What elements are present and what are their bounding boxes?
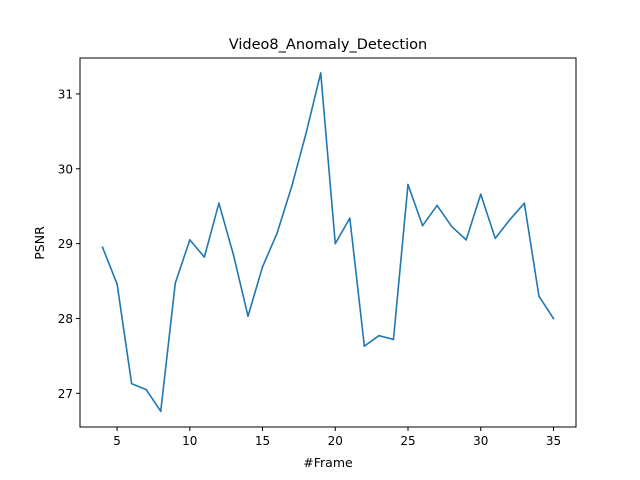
- data-point: [436, 204, 438, 207]
- y-tick-label: 29: [58, 237, 73, 251]
- data-point: [523, 202, 526, 204]
- data-point: [421, 224, 424, 227]
- x-tick-label: 10: [182, 434, 197, 448]
- data-point: [509, 218, 511, 221]
- x-axis-label: #Frame: [303, 455, 353, 470]
- x-tick-label: 20: [328, 434, 343, 448]
- data-point: [247, 315, 249, 318]
- data-point: [465, 239, 467, 241]
- data-point: [378, 334, 380, 337]
- data-point: [174, 282, 177, 285]
- series-line: [101, 72, 555, 413]
- data-point: [494, 237, 497, 240]
- data-point: [261, 266, 264, 268]
- y-tick-label: 31: [58, 87, 73, 101]
- data-point: [349, 217, 351, 219]
- x-tick-label: 35: [546, 434, 561, 448]
- data-point: [101, 246, 104, 249]
- data-point: [276, 232, 278, 234]
- data-point: [189, 239, 191, 241]
- y-tick-label: 30: [58, 162, 73, 176]
- series-layer: [101, 72, 555, 413]
- data-point: [538, 295, 540, 297]
- data-point: [319, 72, 322, 74]
- data-point: [450, 225, 453, 228]
- chart-title: Video8_Anomaly_Detection: [229, 37, 427, 53]
- x-tick-label: 5: [113, 434, 121, 448]
- x-tick-label: 25: [400, 434, 415, 448]
- y-axis-label: PSNR: [32, 226, 47, 260]
- data-point: [290, 185, 293, 188]
- data-point: [218, 202, 220, 204]
- data-point: [407, 183, 409, 186]
- data-point: [334, 242, 337, 245]
- data-point: [145, 388, 147, 391]
- x-tick-label: 15: [255, 434, 270, 448]
- axis-ticks: 5 10 15 20 25 30 35 27 28 29 30 31: [58, 87, 561, 448]
- data-point: [203, 256, 206, 258]
- data-point: [130, 382, 133, 385]
- data-point: [363, 345, 366, 347]
- plot-area-frame: [79, 57, 577, 428]
- y-tick-label: 27: [58, 387, 73, 401]
- data-point: [552, 317, 555, 320]
- data-point: [392, 338, 395, 341]
- data-point: [116, 283, 118, 285]
- data-point: [479, 193, 482, 196]
- data-point: [305, 132, 307, 134]
- y-tick-label: 28: [58, 312, 73, 326]
- x-tick-label: 30: [473, 434, 488, 448]
- data-point: [232, 254, 235, 256]
- data-point: [159, 410, 162, 413]
